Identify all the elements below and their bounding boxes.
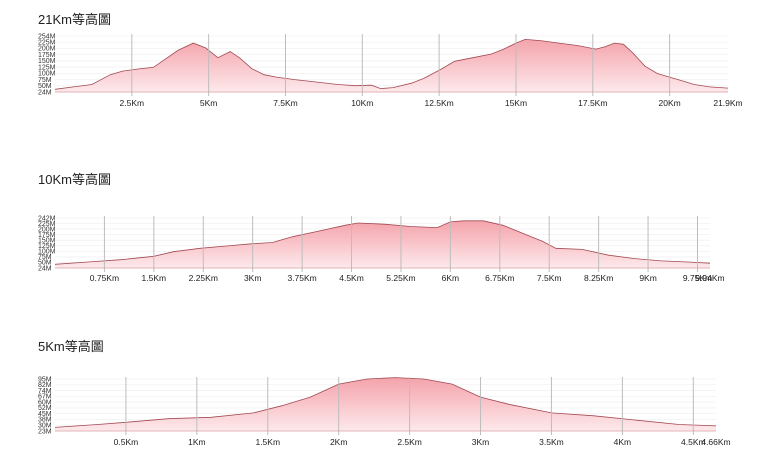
elevation-line [54,38,729,90]
x-tick-label: 2.25Km [189,273,218,283]
y-tick-label: 52M [38,405,52,412]
y-tick-label: 75M [38,254,52,261]
y-tick-label: 50M [38,260,52,267]
x-tick-label: 4Km [614,437,631,447]
x-tick-label: 2.5Km [120,98,145,108]
y-tick-label: 24M [38,265,52,272]
x-tick-label: 12.5Km [424,98,453,108]
x-tick-label: 5Km [200,98,217,108]
y-tick-label: 23M [38,428,52,435]
x-tick-label: 2Km [330,437,347,447]
y-tick-label: 95M [38,376,52,383]
y-tick-label: 60M [38,399,52,406]
x-tick-label: 6.75Km [485,273,514,283]
elevation-area [55,39,728,92]
x-tick-label: 0.5Km [114,437,139,447]
elevation-chart-5km: 5Km等高圖 0.5Km 1Km 1.5Km 2Km 2.5Km 3Km 3.5Km 4Km 4… [0,333,773,457]
y-tick-label: 125M [38,64,56,71]
x-tick-label: 2.5Km [397,437,422,447]
y-tick-label: 175M [38,52,56,59]
x-tick-label: 0.75Km [90,273,119,283]
x-tick-label: 17.5Km [578,98,607,108]
elevation-area [55,220,710,268]
y-tick-label: 125M [38,243,56,250]
x-tick-label: 6Km [442,273,459,283]
y-tick-label: 150M [38,58,56,65]
elevation-chart-21km: 21Km等高圖 2.5Km 5Km 7.5Km 10Km 12.5Km 15Km 17.5K… [0,0,773,125]
x-tick-label: 7.5Km [273,98,298,108]
y-tick-label: 200M [38,46,56,53]
elevation-line [54,377,717,428]
elevation-plot: 0.5Km 1Km 1.5Km 2Km 2.5Km 3Km 3.5Km 4Km 4.5Km4.6… [38,376,731,447]
y-tick-label: 45M [38,411,52,418]
x-tick-label: 1Km [188,437,205,447]
y-tick-label: 150M [38,238,56,245]
x-tick-label: 3Km [244,273,261,283]
y-tick-label: 242M [38,215,56,222]
x-tick-label: 5.25Km [386,273,415,283]
y-tick-label: 30M [38,423,52,430]
elevation-plot: 0.75Km 1.5Km 2.25Km 3Km 3.75Km 4.5Km 5.25Km 6Km… [38,215,725,283]
y-tick-label: 200M [38,226,56,233]
x-tick-label: 10Km [351,98,373,108]
x-tick-label: 21.9Km [713,98,742,108]
y-tick-label: 38M [38,417,52,424]
x-tick-label: 4.5Km [681,437,706,447]
x-tick-label: 9.94Km [695,273,724,283]
y-tick-label: 100M [38,71,56,78]
y-tick-label: 100M [38,249,56,256]
x-tick-label: 20Km [659,98,681,108]
y-tick-label: 82M [38,382,52,389]
elevation-chart-10km: 10Km等高圖 0.75Km 1.5Km 2.25Km 3Km 3.75Km 4.5Km 5… [0,160,773,290]
x-tick-label: 8.25Km [584,273,613,283]
x-tick-label: 15Km [505,98,527,108]
x-tick-label: 3Km [472,437,489,447]
y-tick-label: 74M [38,388,52,395]
y-tick-label: 175M [38,232,56,239]
y-tick-label: 225M [38,221,56,228]
x-tick-label: 4.5Km [339,273,364,283]
x-tick-label: 3.5Km [539,437,564,447]
chart-title: 5Km等高圖 [38,339,104,354]
y-tick-label: 50M [38,83,52,90]
elevation-line [54,220,711,265]
elevation-area [55,377,716,431]
elevation-plot: 2.5Km 5Km 7.5Km 10Km 12.5Km 15Km 17.5Km 20Km 21.… [38,33,743,108]
x-tick-label: 1.5Km [255,437,280,447]
y-tick-label: 254M [38,33,56,40]
y-tick-label: 67M [38,394,52,401]
x-tick-label: 9.75Km [683,273,712,283]
x-tick-label: 7.5Km [537,273,562,283]
x-tick-label: 4.66Km [701,437,730,447]
chart-title: 10Km等高圖 [38,172,111,187]
x-tick-label: 3.75Km [287,273,316,283]
y-tick-label: 225M [38,40,56,47]
x-tick-label: 1.5Km [142,273,167,283]
chart-title: 21Km等高圖 [38,12,111,27]
y-tick-label: 24M [38,89,52,96]
x-tick-label: 9Km [639,273,656,283]
y-tick-label: 75M [38,77,52,84]
